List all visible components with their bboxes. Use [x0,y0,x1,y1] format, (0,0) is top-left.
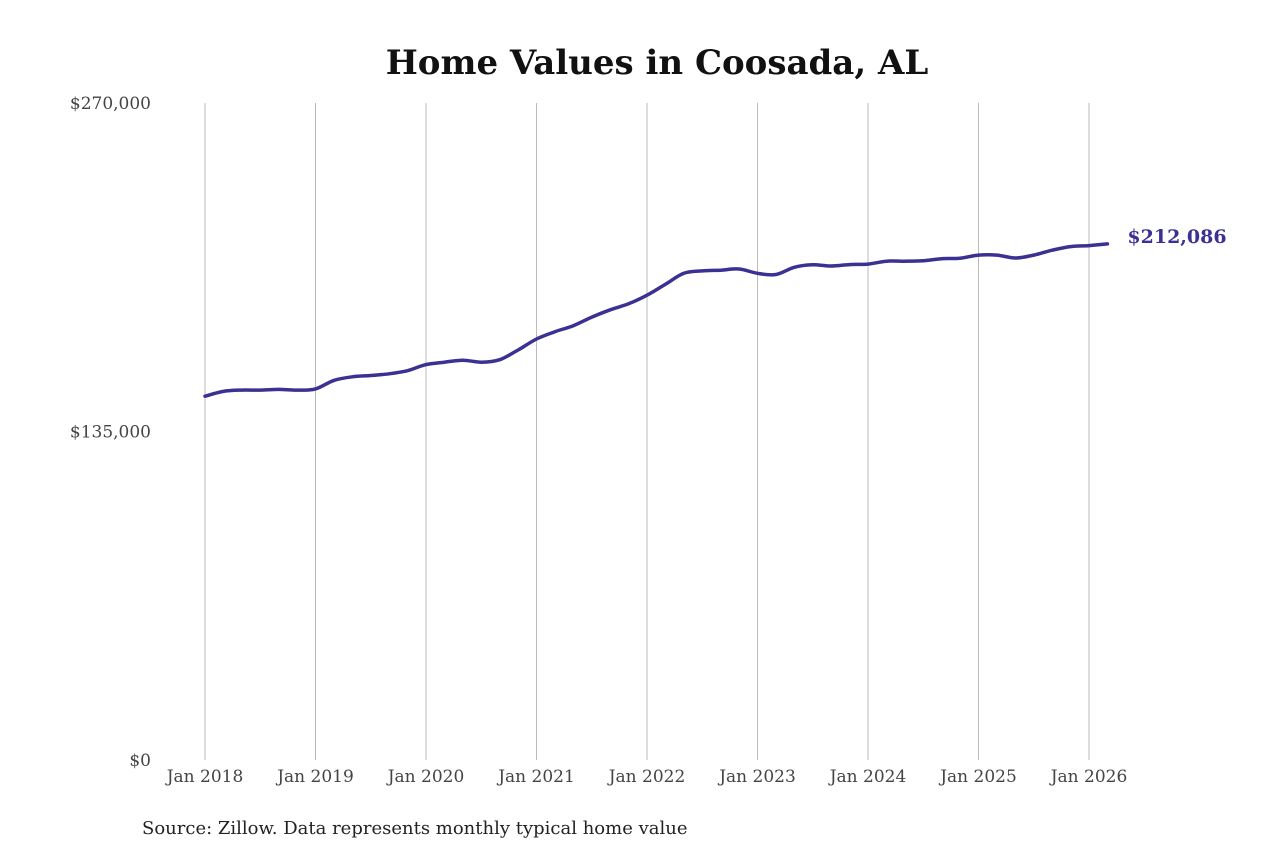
source-note: Source: Zillow. Data represents monthly … [142,818,688,839]
x-tick-label: Jan 2018 [165,767,244,787]
x-tick-label: Jan 2023 [717,767,796,787]
x-tick-label: Jan 2026 [1049,767,1128,787]
y-tick-label: $135,000 [70,423,151,443]
y-axis-ticks: $0 $135,000 $270,000 [70,94,151,771]
end-value-label: $212,086 [1127,226,1226,248]
x-tick-label: Jan 2022 [607,767,686,787]
x-tick-label: Jan 2019 [275,767,354,787]
series-line-home-value [203,242,1110,398]
x-tick-label: Jan 2021 [496,767,575,787]
chart-title: Home Values in Coosada, AL [386,43,929,83]
x-tick-label: Jan 2025 [938,767,1017,787]
grid-lines [204,103,1090,760]
x-axis-ticks: Jan 2018 Jan 2019 Jan 2020 Jan 2021 Jan 2022… [165,767,1128,787]
x-tick-label: Jan 2024 [828,767,907,787]
y-tick-label: $270,000 [70,94,151,114]
y-tick-label: $0 [129,751,151,771]
x-tick-label: Jan 2020 [386,767,465,787]
